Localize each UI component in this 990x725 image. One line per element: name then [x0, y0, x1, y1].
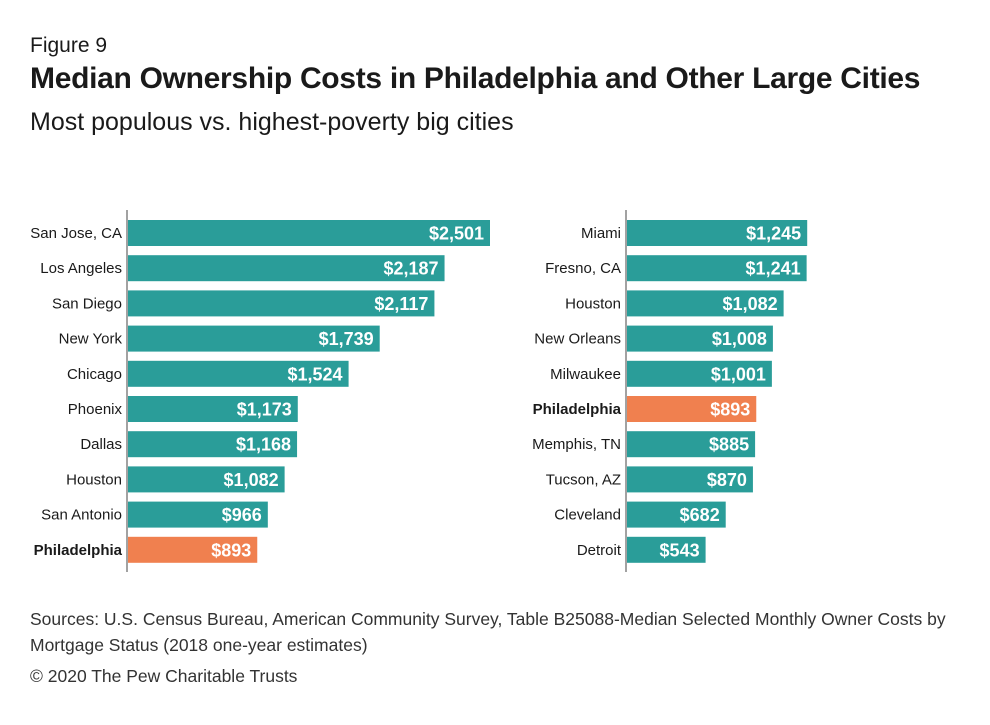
- right-bar-philadelphia: [627, 396, 757, 422]
- right-bar-detroit: [627, 536, 706, 563]
- right-value-label: $1,001: [711, 364, 766, 384]
- chart-subtitle: Most populous vs. highest-poverty big ci…: [30, 108, 514, 136]
- figure-label: Figure 9: [30, 34, 108, 57]
- chart-title: Median Ownership Costs in Philadelphia a…: [30, 62, 921, 95]
- right-value-label: $1,082: [723, 294, 778, 314]
- left-bar-phoenix: [128, 396, 298, 422]
- left-value-label: $1,173: [237, 400, 292, 420]
- left-bar-philadelphia: [128, 536, 258, 563]
- left-bar-san-diego: [128, 290, 435, 317]
- right-bar-new-orleans: [627, 325, 773, 352]
- left-bar-chart-svg: San Jose, CA $2,501 Los Angeles $2,187 San D…: [30, 210, 490, 572]
- right-value-label: $885: [709, 435, 749, 455]
- right-bar-memphis-tn: [627, 431, 756, 458]
- left-category-label: Los Angeles: [40, 260, 122, 277]
- right-category-label: Milwaukee: [550, 366, 621, 383]
- left-value-label: $1,524: [288, 364, 343, 384]
- left-category-label: Phoenix: [68, 401, 123, 418]
- right-bar-cleveland: [627, 501, 726, 528]
- right-value-label: $870: [707, 470, 747, 490]
- right-bar-houston: [627, 290, 784, 317]
- right-category-label: Miami: [581, 225, 621, 242]
- left-category-label: Chicago: [67, 366, 122, 383]
- left-bar-houston: [128, 466, 285, 493]
- left-bar-los-angeles: [128, 255, 445, 282]
- right-bar-milwaukee: [627, 360, 772, 387]
- right-category-label: Houston: [565, 295, 621, 312]
- right-category-label: Cleveland: [554, 507, 621, 524]
- right-value-label: $1,008: [712, 329, 767, 349]
- right-bar-chart: Miami $1,245 Fresno, CA $1,241 Houston $1,082…: [500, 210, 970, 572]
- left-value-label: $893: [211, 540, 251, 560]
- left-value-label: $2,117: [374, 294, 428, 314]
- left-category-label: San Jose, CA: [30, 225, 122, 242]
- right-category-label: New Orleans: [534, 331, 621, 348]
- left-bar-chart: San Jose, CA $2,501 Los Angeles $2,187 San D…: [0, 210, 500, 572]
- left-bar-san-jose-ca: [128, 220, 490, 246]
- left-value-label: $2,501: [429, 224, 484, 244]
- right-value-label: $682: [680, 505, 720, 525]
- left-category-label: New York: [59, 331, 123, 348]
- right-category-label: Memphis, TN: [532, 436, 621, 453]
- left-value-label: $1,168: [236, 435, 291, 455]
- right-bar-chart-svg: Miami $1,245 Fresno, CA $1,241 Houston $1,082…: [532, 210, 808, 572]
- right-bar-miami: [627, 220, 808, 246]
- right-category-label: Fresno, CA: [545, 260, 621, 277]
- left-category-label: Houston: [66, 471, 122, 488]
- right-category-label: Tucson, AZ: [546, 471, 621, 488]
- left-value-label: $2,187: [383, 259, 438, 279]
- left-value-label: $1,739: [319, 329, 374, 349]
- left-category-label: San Diego: [52, 295, 122, 312]
- right-category-label: Philadelphia: [533, 401, 622, 418]
- source-note: Sources: U.S. Census Bureau, American Co…: [30, 609, 946, 655]
- right-bar-fresno-ca: [627, 255, 807, 282]
- right-value-label: $1,245: [746, 224, 801, 244]
- left-category-label: Dallas: [80, 436, 122, 453]
- left-bar-new-york: [128, 325, 380, 352]
- left-value-label: $966: [222, 505, 262, 525]
- left-category-label: Philadelphia: [34, 542, 123, 559]
- copyright-note: © 2020 The Pew Charitable Trusts: [30, 666, 298, 686]
- left-value-label: $1,082: [224, 470, 279, 490]
- left-category-label: San Antonio: [41, 507, 122, 524]
- right-value-label: $543: [660, 540, 700, 560]
- left-bar-dallas: [128, 431, 298, 458]
- left-bar-san-antonio: [128, 501, 268, 528]
- right-value-label: $1,241: [746, 259, 801, 279]
- right-bar-tucson-az: [627, 466, 753, 493]
- right-value-label: $893: [710, 400, 750, 420]
- left-bar-chicago: [128, 360, 349, 387]
- right-category-label: Detroit: [577, 542, 622, 559]
